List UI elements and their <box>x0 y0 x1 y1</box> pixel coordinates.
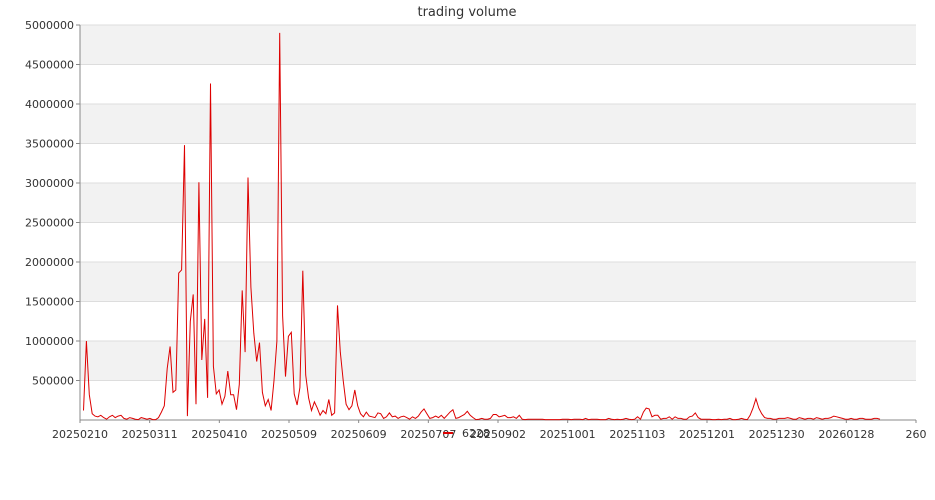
alternating-grid-bands <box>80 25 916 381</box>
x-tick-label: 20260128 <box>818 428 874 441</box>
legend: 6228 <box>443 427 490 440</box>
y-tick-label: 1500000 <box>25 296 74 309</box>
y-tick-label: 4500000 <box>25 59 74 72</box>
series-layer <box>83 32 881 421</box>
chart-title: trading volume <box>417 5 516 20</box>
x-tick-label: 20251103 <box>609 428 665 441</box>
x-axis-ticks: 20250210 20250311 20250410 20250509 20250609… <box>52 420 927 441</box>
grid-band <box>80 341 916 381</box>
x-tick-label: 20250410 <box>191 428 247 441</box>
grid-lines <box>80 24 916 381</box>
y-tick-label: 500000 <box>32 375 74 388</box>
legend-label: 6228 <box>462 427 490 440</box>
x-tick-label: 20250707 <box>400 428 456 441</box>
y-tick-label: 1000000 <box>25 335 74 348</box>
y-tick-label: 3500000 <box>25 138 74 151</box>
x-tick-label: 20250509 <box>261 428 317 441</box>
series-line <box>83 32 881 421</box>
y-tick-label: 2500000 <box>25 217 74 230</box>
x-tick-label: 20251230 <box>749 428 805 441</box>
x-tick-label: 260 <box>906 428 927 441</box>
x-tick-label: 20250210 <box>52 428 108 441</box>
y-axis-ticks: 500000 1000000 1500000 2000000 2500000 300000… <box>25 19 80 388</box>
y-tick-label: 5000000 <box>25 19 74 32</box>
x-tick-label: 20250902 <box>470 428 526 441</box>
grid-band <box>80 25 916 65</box>
x-tick-label: 20251001 <box>540 428 596 441</box>
x-tick-label: 20251201 <box>679 428 735 441</box>
grid-band <box>80 104 916 144</box>
grid-band <box>80 183 916 223</box>
x-tick-label: 20250311 <box>122 428 178 441</box>
grid-band <box>80 262 916 302</box>
y-tick-label: 4000000 <box>25 98 74 111</box>
y-tick-label: 2000000 <box>25 256 74 269</box>
x-tick-label: 20250609 <box>331 428 387 441</box>
y-tick-label: 3000000 <box>25 177 74 190</box>
